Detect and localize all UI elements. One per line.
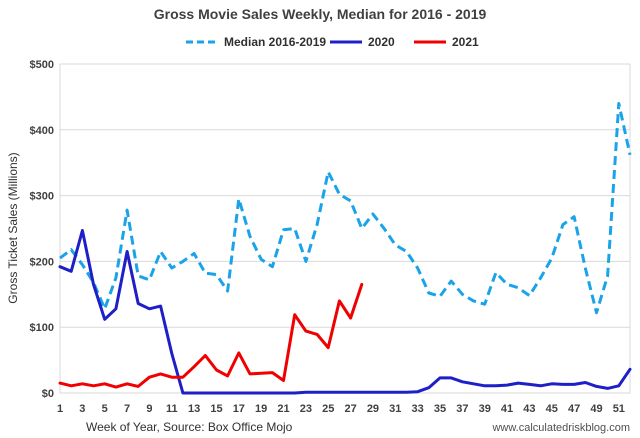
x-tick-label: 3 <box>79 403 85 415</box>
x-tick-label: 5 <box>102 403 108 415</box>
plot-frame <box>59 63 631 394</box>
x-tick-label: 43 <box>523 403 535 415</box>
chart-title: Gross Movie Sales Weekly, Median for 201… <box>154 6 487 22</box>
x-tick-label: 29 <box>367 403 379 415</box>
x-tick-label: 17 <box>233 403 245 415</box>
x-tick-label: 49 <box>590 403 602 415</box>
x-tick-label: 1 <box>57 403 63 415</box>
legend-label: 2021 <box>452 35 479 49</box>
x-tick-label: 9 <box>146 403 152 415</box>
y-tick-label: $100 <box>30 322 54 334</box>
y-axis-ticks: $0 $100 $200 $300 $400 $500 <box>30 59 54 400</box>
series-line-2021 <box>58 282 364 389</box>
x-tick-label: 25 <box>322 403 334 415</box>
x-tick-label: 11 <box>166 403 178 415</box>
y-tick-label: $0 <box>42 388 54 400</box>
legend: Median 2016-2019 2020 2021 <box>186 35 479 49</box>
x-tick-label: 35 <box>434 403 446 415</box>
x-tick-label: 21 <box>277 403 289 415</box>
x-tick-label: 37 <box>456 403 468 415</box>
x-axis-label: Week of Year, Source: Box Office Mojo <box>86 420 293 434</box>
legend-label: Median 2016-2019 <box>224 35 326 49</box>
x-tick-label: 47 <box>568 403 580 415</box>
grid <box>59 63 631 394</box>
x-tick-label: 31 <box>389 403 401 415</box>
y-tick-label: $200 <box>30 256 54 268</box>
x-axis-ticks: 1 3 5 7 9 11 13 15 17 19 21 23 25 27 29 31 33 35 37 39 41 43 4… <box>57 403 625 415</box>
series-line-median-2016-2019 <box>59 102 632 315</box>
x-tick-label: 7 <box>124 403 130 415</box>
x-tick-label: 45 <box>546 403 558 415</box>
x-tick-label: 13 <box>188 403 200 415</box>
x-tick-label: 51 <box>613 403 625 415</box>
series-line-2020 <box>58 229 632 395</box>
x-tick-label: 19 <box>255 403 267 415</box>
x-tick-label: 15 <box>210 403 222 415</box>
x-tick-label: 41 <box>501 403 513 415</box>
y-axis-label: Gross Ticket Sales (Millions) <box>6 152 20 303</box>
y-tick-label: $500 <box>30 59 54 71</box>
x-tick-label: 33 <box>412 403 424 415</box>
y-tick-label: $400 <box>30 125 54 137</box>
source-credit: www.calculatedriskblog.com <box>491 422 630 434</box>
legend-label: 2020 <box>368 35 395 49</box>
x-tick-label: 27 <box>344 403 356 415</box>
x-tick-label: 23 <box>300 403 312 415</box>
series-lines <box>58 102 632 395</box>
x-tick-label: 39 <box>479 403 491 415</box>
y-tick-label: $300 <box>30 191 54 203</box>
